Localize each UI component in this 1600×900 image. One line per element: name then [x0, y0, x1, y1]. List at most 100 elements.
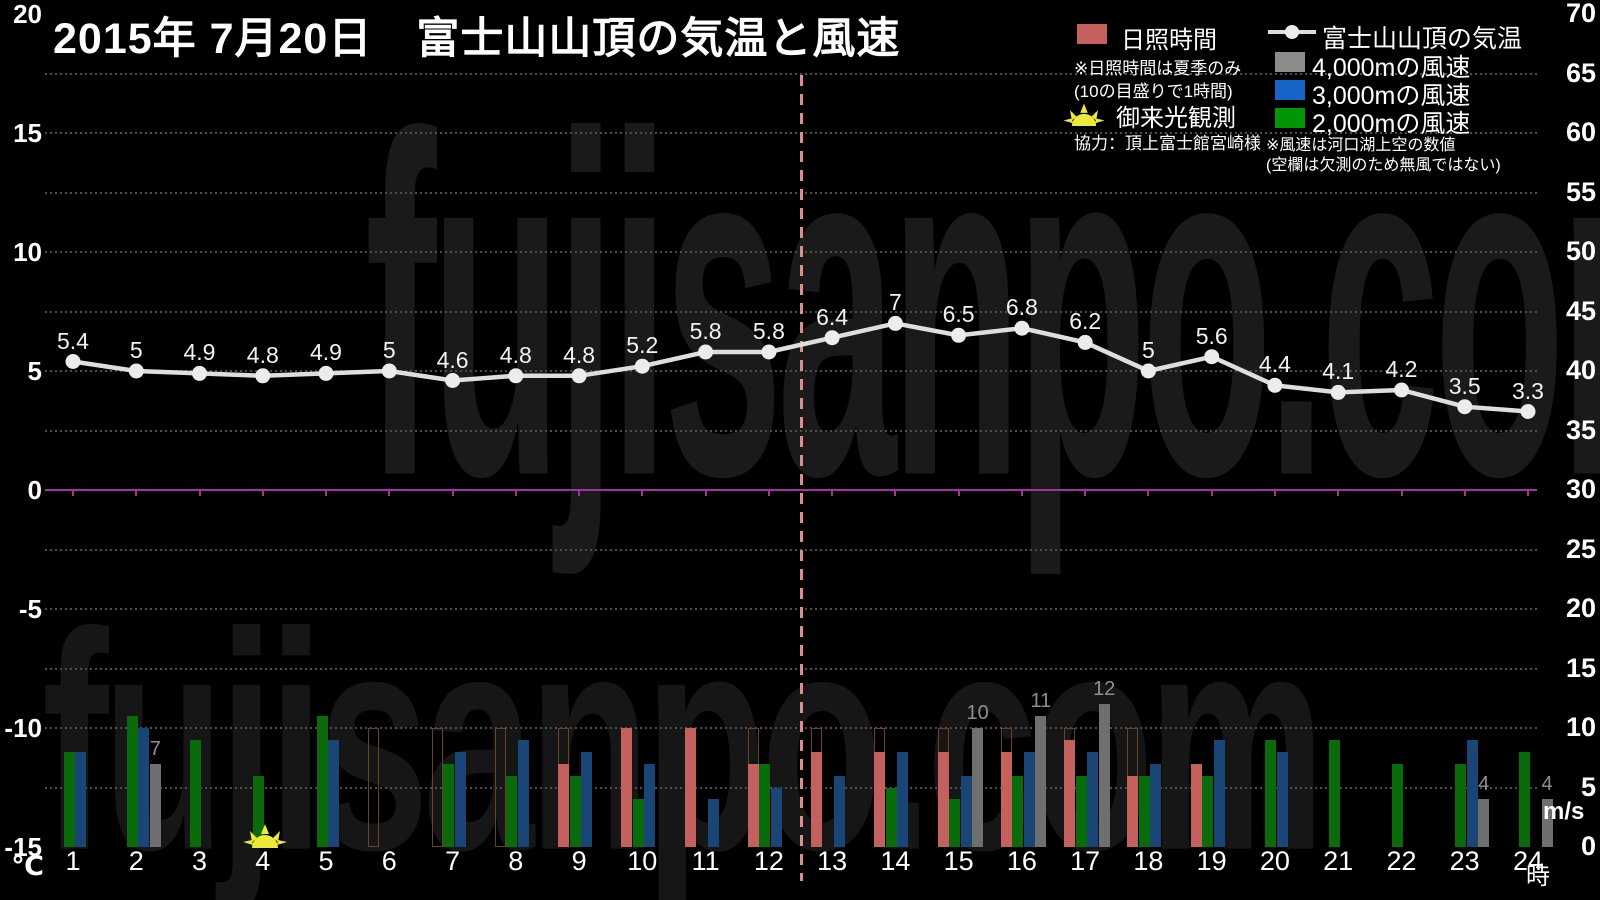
zero-line-tick [1084, 489, 1087, 496]
wind-3000m-bar [1023, 751, 1035, 847]
x-axis-hour-label: 3 [191, 846, 208, 876]
wind-2000m-bar [190, 739, 201, 847]
x-axis-hour-label: 20 [1259, 846, 1290, 876]
temperature-point [1330, 384, 1346, 400]
sunshine-bar [684, 728, 696, 847]
wind-2000m-bar [569, 775, 581, 847]
zero-line-tick [1463, 489, 1466, 496]
right-axis-tick-10: 10 [1565, 712, 1596, 742]
zero-line-tick [1020, 489, 1023, 496]
x-axis-hour-label: 8 [508, 846, 524, 876]
wind4000-legend-label: 4,000mの風速 [1312, 54, 1471, 82]
gridline-35ms [45, 429, 1537, 432]
temperature-value-label: 3.5 [1448, 372, 1481, 399]
zero-line-tick [894, 489, 897, 496]
right-axis-tick-60: 60 [1565, 117, 1596, 147]
wind-2000m-bar [1265, 739, 1277, 847]
left-axis-tick-10: 10 [13, 237, 42, 267]
x-axis-hour-label: 1 [65, 846, 81, 876]
temperature-point [698, 344, 714, 360]
temp-legend-marker-dot [1285, 25, 1299, 39]
right-axis-tick-65: 65 [1565, 57, 1596, 88]
temperature-point [381, 363, 397, 379]
wind-2000m-bar [316, 716, 328, 847]
zero-line-tick [641, 489, 644, 496]
sunshine-bar [1000, 751, 1012, 847]
zero-line-tick [261, 489, 264, 496]
zero-line-tick [1527, 489, 1529, 496]
x-axis-hour-label: 13 [817, 846, 848, 876]
wind2000-legend-label: 2,000mの風速 [1312, 110, 1471, 138]
wind-4000m-value-label: 4 [1478, 773, 1490, 796]
right-axis-tick-55: 55 [1565, 176, 1596, 207]
wind-3000m-bar [707, 799, 719, 847]
gridline-55ms [45, 191, 1537, 194]
temperature-line [72, 321, 1529, 414]
noon-divider-line [800, 75, 803, 881]
temperature-point [1077, 334, 1093, 350]
temperature-value-label: 6.8 [1005, 294, 1038, 321]
wind-2000m-bar [253, 775, 265, 847]
wind-2000m-bar [1075, 775, 1087, 847]
x-axis-hour-label: 4 [255, 846, 271, 876]
wind-3000m-bar [770, 787, 782, 847]
wind-4000m-bar [1541, 799, 1553, 847]
sunshine-bar [621, 728, 633, 847]
wind-2000m-bar [632, 799, 644, 847]
sunshine-outline-box [494, 728, 506, 847]
wind-2000m-bar [1012, 775, 1024, 847]
wind-2000m-bar [1202, 775, 1214, 847]
gridline-5ms [45, 786, 1537, 789]
zero-degree-line [45, 489, 1537, 491]
zero-line-tick [767, 489, 770, 496]
temperature-point [824, 330, 840, 346]
temperature-point [1204, 349, 1220, 365]
gridline-20ms [45, 608, 1537, 610]
temperature-point [1014, 320, 1030, 336]
left-axis-tick-0: 0 [27, 475, 42, 505]
zero-line-tick [1337, 489, 1340, 496]
temperature-value-label: 4.8 [499, 341, 532, 368]
right-axis-tick-20: 20 [1565, 593, 1596, 623]
temperature-point [571, 368, 587, 384]
wind-3000m-bar [75, 751, 86, 847]
wind-2000m-bar [126, 716, 138, 847]
wind-2000m-bar [759, 763, 771, 847]
sunshine-outline-box [431, 728, 443, 847]
wind-2000m-bar [1138, 775, 1150, 847]
wind-4000m-bar [972, 728, 984, 847]
zero-line-tick [578, 489, 581, 496]
temperature-value-label: 5.6 [1195, 322, 1228, 349]
x-axis-unit: 時 [1526, 863, 1550, 890]
temperature-point [761, 344, 777, 360]
x-axis-hour-label: 5 [318, 846, 334, 876]
temperature-value-label: 5.8 [689, 318, 722, 344]
wind3000-legend-swatch [1275, 80, 1305, 100]
wind-3000m-bar [1150, 763, 1162, 847]
wind-2000m-bar [506, 775, 518, 847]
x-axis-hour-label: 15 [943, 846, 974, 876]
temperature-point [508, 368, 524, 384]
x-axis-hour-label: 9 [571, 846, 587, 876]
temperature-point [255, 368, 271, 384]
right-axis-tick-45: 45 [1565, 295, 1596, 326]
right-axis-tick-70: 70 [1565, 0, 1596, 28]
temperature-value-label: 5.8 [752, 318, 785, 344]
wind-3000m-bar [517, 739, 529, 847]
temp-legend-label: 富士山山頂の気温 [1322, 25, 1523, 53]
right-axis-tick-0: 0 [1580, 831, 1596, 861]
x-axis-hour-label: 23 [1449, 846, 1480, 876]
x-axis-hour-label: 2 [128, 846, 144, 876]
wind-3000m-bar [581, 751, 593, 847]
temperature-value-label: 4.8 [246, 341, 279, 368]
zero-line-tick [451, 489, 454, 496]
temperature-point [1394, 382, 1409, 398]
left-axis-tick-20: 20 [13, 0, 42, 29]
credit-note: 協力：頂上富士館宮崎様 [1074, 134, 1261, 153]
x-axis-hour-label: 14 [880, 846, 911, 876]
temperature-point [128, 363, 144, 379]
wind-4000m-value-label: 12 [1093, 678, 1116, 701]
goraiko-sun-icon [1063, 103, 1105, 126]
wind-2000m-bar [949, 799, 961, 847]
